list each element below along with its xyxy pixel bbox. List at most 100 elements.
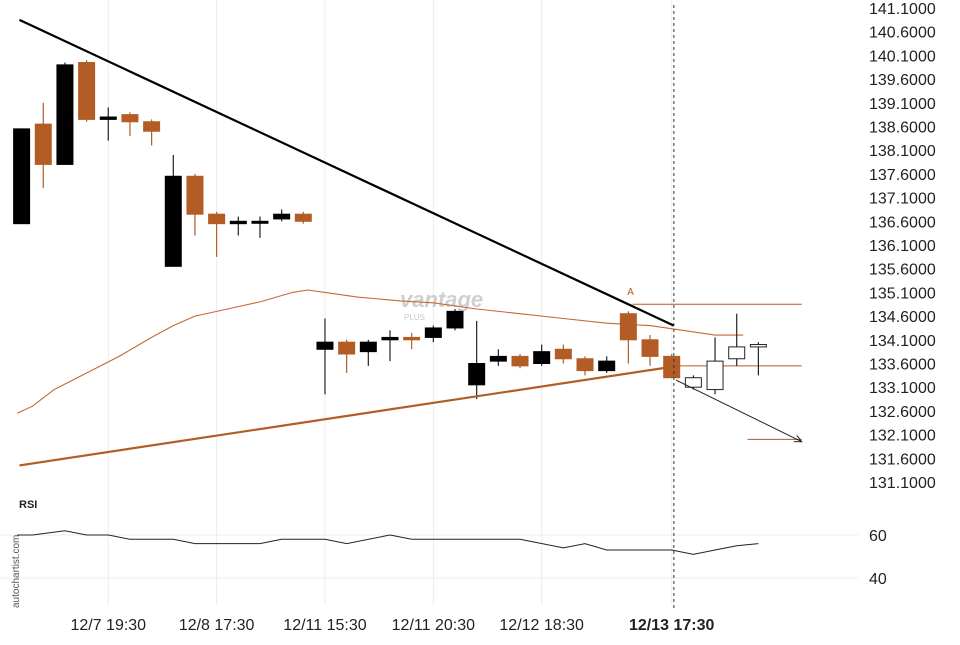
candle-body [424,327,442,338]
candle [533,344,551,366]
candle [749,342,767,376]
price-tick-label: 133.6000 [869,357,936,374]
candle [511,354,529,369]
rsi-tick-label: 40 [869,571,887,588]
candle [186,173,204,236]
candle [294,211,312,224]
candle-body [294,213,312,222]
price-tick-label: 140.6000 [869,25,936,42]
rsi-label: RSI [19,499,37,511]
grid [0,0,858,605]
price-tick-label: 139.6000 [869,72,936,89]
candle [359,339,377,366]
candle-body [338,341,356,355]
candle-body [316,341,334,350]
candle-body [34,123,52,165]
candle [229,216,247,236]
forecast-arrow-head [793,435,803,443]
candle-body [641,339,659,357]
trend-lines [18,5,803,610]
candle-body [598,360,616,372]
candle-body [251,220,269,224]
candle-body [273,213,291,220]
candle-body [208,213,226,225]
candle [13,128,31,225]
price-tick-label: 136.6000 [869,214,936,231]
candle [576,356,594,376]
x-tick-label: 12/12 18:30 [499,617,584,634]
candle [684,375,702,390]
candle [468,320,486,400]
price-tick-label: 134.1000 [869,333,936,350]
candle-body [489,355,507,362]
candle [121,112,139,136]
rsi-tick-label: 60 [869,528,887,545]
candle-body [619,313,637,341]
candle [338,339,356,373]
pattern-levels: A [627,287,802,440]
price-tick-label: 131.6000 [869,451,936,468]
candle-body [749,344,767,348]
candle-body [381,336,399,341]
price-tick-label: 140.1000 [869,48,936,65]
candle [78,60,96,122]
moving-average [17,289,744,414]
resistance-trendline [18,18,675,327]
price-tick-label: 132.6000 [869,404,936,421]
price-tick-label: 132.1000 [869,428,936,445]
candles [13,60,767,400]
candle-body [359,341,377,353]
candle [381,330,399,362]
price-tick-label: 141.1000 [869,1,936,18]
candle [56,62,74,165]
support-trendline [19,364,679,467]
candle-body [511,355,529,367]
candle-body [533,351,551,364]
rsi-line [17,530,759,555]
candle [706,337,724,395]
price-tick-label: 136.1000 [869,238,936,255]
candle [34,102,52,189]
candle-body [78,62,96,120]
candle [403,332,421,350]
forecast-arrow-line [675,379,802,443]
candle-body [121,114,139,123]
candle-body [164,175,182,267]
candle [143,119,161,146]
price-tick-label: 131.1000 [869,475,936,492]
candle [99,107,117,141]
candle [728,313,746,366]
price-tick-label: 135.1000 [869,285,936,302]
candle [489,349,507,366]
candle [554,344,572,364]
candle-body [13,128,31,225]
candle-body [403,336,421,341]
price-tick-label: 134.6000 [869,309,936,326]
candle [619,311,637,364]
x-tick-label: 12/8 17:30 [179,617,255,634]
price-tick-label: 133.1000 [869,380,936,397]
price-tick-label: 138.6000 [869,120,936,137]
moving-average-line [17,289,744,414]
x-tick-label: 12/13 17:30 [629,617,715,634]
candle-body [186,175,204,215]
brand-logo-subtext: PLUS [404,313,425,322]
candle [273,209,291,222]
candle-body [684,377,702,388]
candle [251,216,269,238]
candle-body [576,358,594,372]
price-tick-label: 138.1000 [869,143,936,160]
rsi-panel: RSI [17,499,759,555]
pattern-point-label: A [627,287,634,298]
candle [164,154,182,267]
x-tick-label: 12/11 20:30 [392,617,475,634]
candle-body [468,363,486,386]
candle [641,335,659,366]
candle-body [99,116,117,120]
candle-body [554,348,572,360]
candle [598,356,616,373]
candle-body [56,64,74,165]
price-tick-label: 139.1000 [869,96,936,113]
